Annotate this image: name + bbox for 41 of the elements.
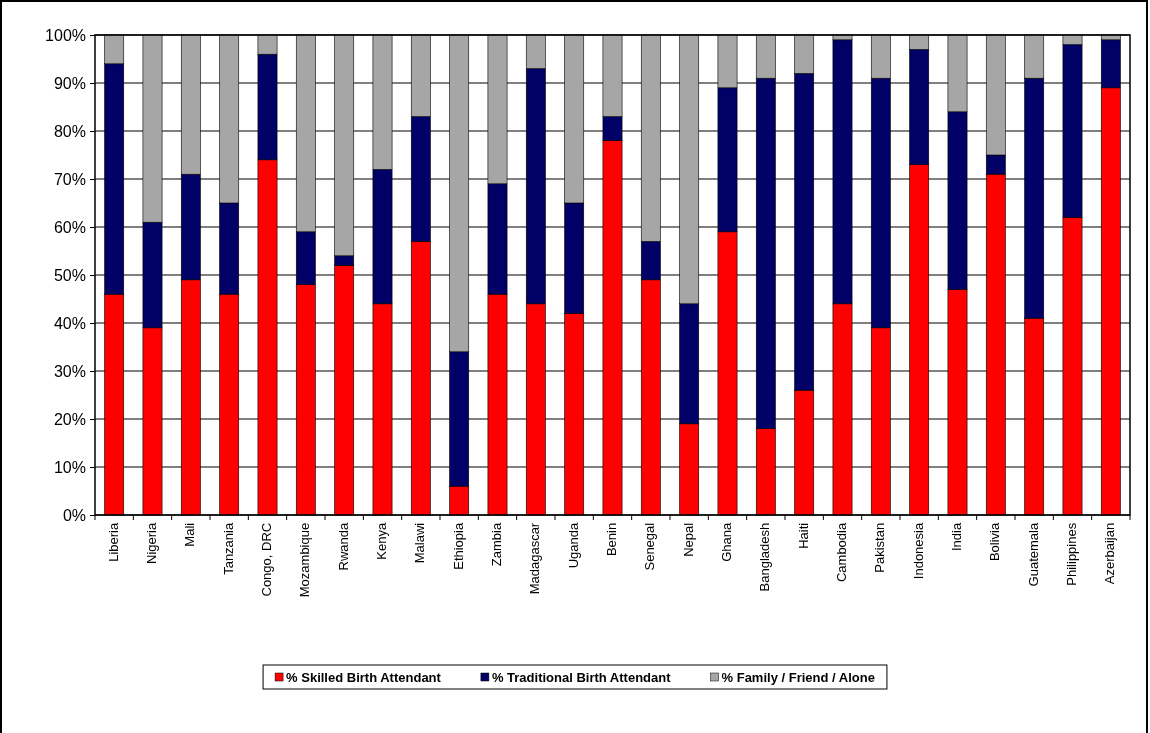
legend-label: % Traditional Birth Attendant [491,670,672,685]
x-tick-label: Zambia [488,522,504,567]
x-tick-label: Bangladesh [757,522,773,592]
x-tick-label: Liberia [105,522,121,562]
x-tick-label: India [948,522,964,551]
x-tick-label: Pakistan [872,522,888,573]
y-tick-label: 10% [53,458,86,476]
x-tick-label: Senegal [642,522,658,571]
x-tick-label: Nepal [680,522,696,557]
y-tick-label: 70% [53,170,86,188]
x-tick-label: Azerbaijan [1102,522,1118,585]
y-tick-label: 30% [53,362,86,380]
x-tick-label: Malawi [412,522,428,564]
x-tick-label: Tanzania [220,522,236,575]
x-tick-label: Ghana [718,522,734,562]
x-tick-label: Uganda [565,522,581,569]
y-tick-label: 40% [53,314,86,332]
x-tick-label: Mali [182,522,198,547]
x-tick-label: Congo, DRC [258,522,274,597]
x-tick-label: Indonesia [910,522,926,580]
y-tick-label: 100% [45,26,86,44]
x-tick-label: Madagascar [527,522,543,595]
x-tick-label: Cambodia [833,522,849,583]
x-tick-label: Bolivia [987,522,1003,562]
x-tick-label: Benin [603,522,619,557]
y-tick-label: 80% [53,122,86,140]
x-tick-label: Philippines [1063,522,1079,586]
y-tick-label: 90% [53,74,86,92]
y-tick-label: 0% [62,506,86,524]
x-tick-label: Rwanda [335,522,351,571]
y-tick-label: 20% [53,410,86,428]
legend-label: % Skilled Birth Attendant [286,670,442,685]
x-tick-label: Nigeria [143,522,159,564]
y-tick-label: 50% [53,266,86,284]
x-tick-label: Mozambique [297,522,313,598]
x-tick-label: Ethiopia [450,522,466,570]
x-tick-label: Guatemala [1025,522,1041,587]
x-tick-label: Haiti [795,522,811,549]
x-tick-label: Kenya [373,522,389,560]
legend-label: % Family / Friend / Alone [721,670,875,685]
y-tick-label: 60% [53,218,86,236]
